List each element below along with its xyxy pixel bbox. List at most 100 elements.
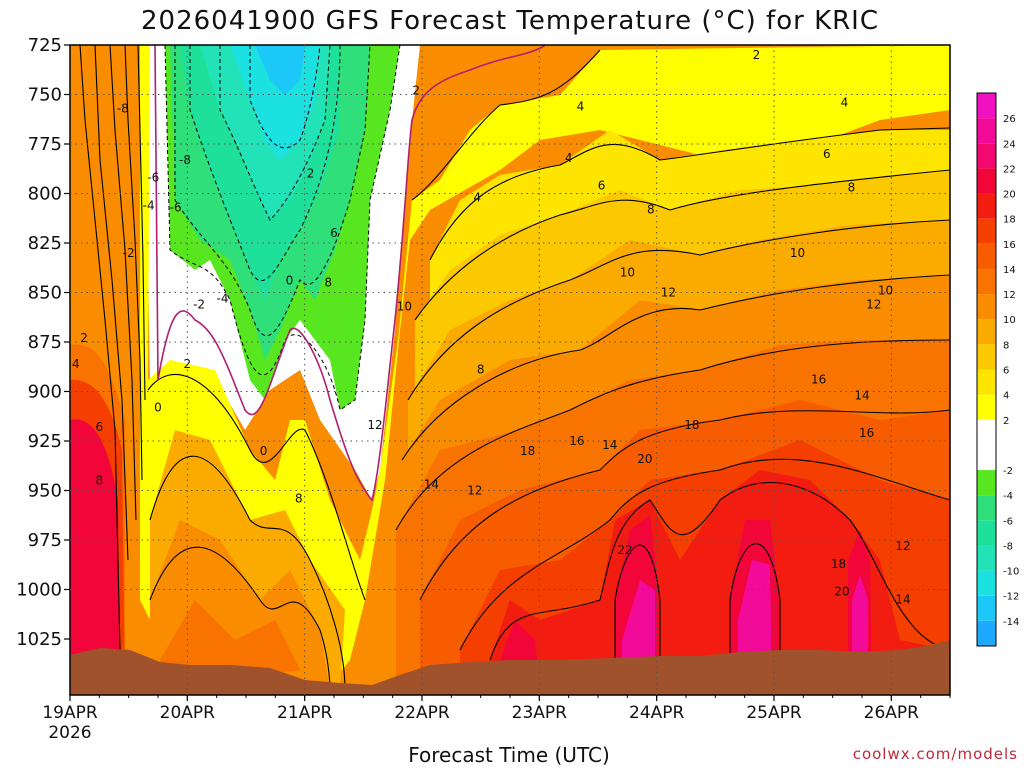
cold-core-blue [255, 45, 305, 95]
contour-label: 2 [80, 331, 88, 345]
colorbar-tick-label: -12 [1003, 592, 1019, 603]
contour-label: -2 [193, 297, 205, 311]
contour-label: 2 [753, 48, 761, 62]
colorbar-tick-label: 4 [1003, 391, 1009, 402]
contour-label: 6 [330, 226, 338, 240]
x-tick-label: 21APR [277, 703, 333, 723]
colorbar-tick-label: 22 [1003, 164, 1016, 175]
contour-label: 18 [520, 444, 535, 458]
contour-label: -8 [117, 101, 129, 115]
y-tick-label: 900 [28, 382, 62, 403]
contour-label: 2 [307, 167, 315, 181]
contour-label: 14 [895, 592, 910, 606]
colorbar-swatch [977, 93, 996, 119]
colorbar-tick-label: 20 [1003, 190, 1016, 201]
contour-label: 10 [620, 266, 635, 280]
colorbar-swatch [977, 344, 996, 370]
colorbar-swatch [977, 143, 996, 169]
colorbar-tick-label: -4 [1003, 491, 1013, 502]
colorbar-swatch [977, 319, 996, 345]
contour-label: 6 [823, 147, 831, 161]
contour-label: -2 [123, 246, 135, 260]
colorbar-swatch [977, 118, 996, 144]
contour-label: 6 [96, 420, 104, 434]
x-tick-label: 20APR [160, 703, 216, 723]
colorbar-tick-label: 24 [1003, 139, 1016, 150]
contour-label: 4 [565, 151, 573, 165]
x-tick-label: 25APR [746, 703, 802, 723]
y-tick-label: 800 [28, 184, 62, 205]
x-tick-label: 22APR [394, 703, 450, 723]
y-tick-label: 725 [28, 35, 62, 56]
plot-area [70, 45, 950, 695]
y-tick-label: 925 [28, 431, 62, 452]
colorbar-swatch [977, 470, 996, 496]
contour-label: 2 [412, 84, 420, 98]
colorbar-tick-label: 16 [1003, 240, 1016, 251]
colorbar-swatch [977, 243, 996, 269]
credit-link[interactable]: coolwx.com/models [853, 745, 1018, 763]
colorbar-swatch [977, 218, 996, 244]
contour-label: 2 [184, 357, 192, 371]
contour-label: 18 [684, 418, 699, 432]
y-tick-label: 1025 [16, 629, 62, 650]
contour-label: 12 [367, 418, 382, 432]
colorbar-swatch [977, 545, 996, 571]
colorbar-swatch [977, 168, 996, 194]
colorbar-swatch [977, 419, 996, 471]
y-tick-label: 950 [28, 481, 62, 502]
contour-label: 0 [154, 400, 162, 414]
temp-band-20-24 [70, 419, 120, 690]
contour-label: 4 [841, 95, 849, 109]
colorbar-tick-label: 18 [1003, 215, 1016, 226]
x-tick-label: 19APR [42, 703, 98, 723]
colorbar-swatch [977, 294, 996, 320]
contour-label: 12 [467, 484, 482, 498]
y-axis: 725 750 775 800 825 850 875 900 925 950 975 1000 102… [16, 35, 70, 650]
contour-label: 8 [848, 181, 856, 195]
contour-label: 20 [834, 584, 849, 598]
contour-label: -4 [143, 198, 155, 212]
colorbar-tick-label: -10 [1003, 567, 1019, 578]
x-tick-label: 24APR [629, 703, 685, 723]
y-tick-label: 975 [28, 530, 62, 551]
colorbar-tick-label: -6 [1003, 516, 1013, 527]
colorbar-swatch [977, 193, 996, 219]
contour-label: 8 [295, 491, 303, 505]
contour-label: 0 [286, 274, 294, 288]
contour-label: 14 [854, 388, 869, 402]
chart-title: 2026041900 GFS Forecast Temperature (°C)… [141, 6, 879, 36]
temp-band-2-4 [140, 45, 950, 690]
y-tick-label: 750 [28, 85, 62, 106]
colorbar-swatch [977, 520, 996, 546]
contour-label: 4 [72, 357, 80, 371]
colorbar-swatch [977, 570, 996, 596]
contour-label: -4 [217, 291, 229, 305]
contour-label: 4 [577, 99, 585, 113]
colorbar-tick-label: 10 [1003, 315, 1016, 326]
colorbar-frame [976, 92, 997, 647]
colorbar: 26 24 22 20 18 16 14 12 10 8 6 4 2 -2 -4 -6 -8 -10 -12 -14 [976, 92, 1019, 647]
grid-lines [70, 45, 950, 695]
y-tick-label: 775 [28, 134, 62, 155]
contour-label: 10 [790, 246, 805, 260]
zero-contour [154, 45, 546, 502]
contour-label: 10 [878, 284, 893, 298]
contour-label: -6 [170, 200, 182, 214]
x-tick-label: 26APR [864, 703, 920, 723]
contour-label: 14 [424, 478, 439, 492]
colorbar-swatch [977, 495, 996, 521]
contour-label: 16 [569, 434, 584, 448]
contour-label: 12 [895, 539, 910, 553]
colorbar-tick-label: 26 [1003, 114, 1016, 125]
contour-label: 8 [647, 202, 655, 216]
y-tick-label: 850 [28, 283, 62, 304]
x-axis-label: Forecast Time (UTC) [408, 743, 610, 767]
contour-label: 20 [637, 452, 652, 466]
colorbar-tick-label: 2 [1003, 416, 1009, 427]
colorbar-tick-label: 8 [1003, 340, 1009, 351]
contour-lines-dashed [164, 45, 401, 411]
